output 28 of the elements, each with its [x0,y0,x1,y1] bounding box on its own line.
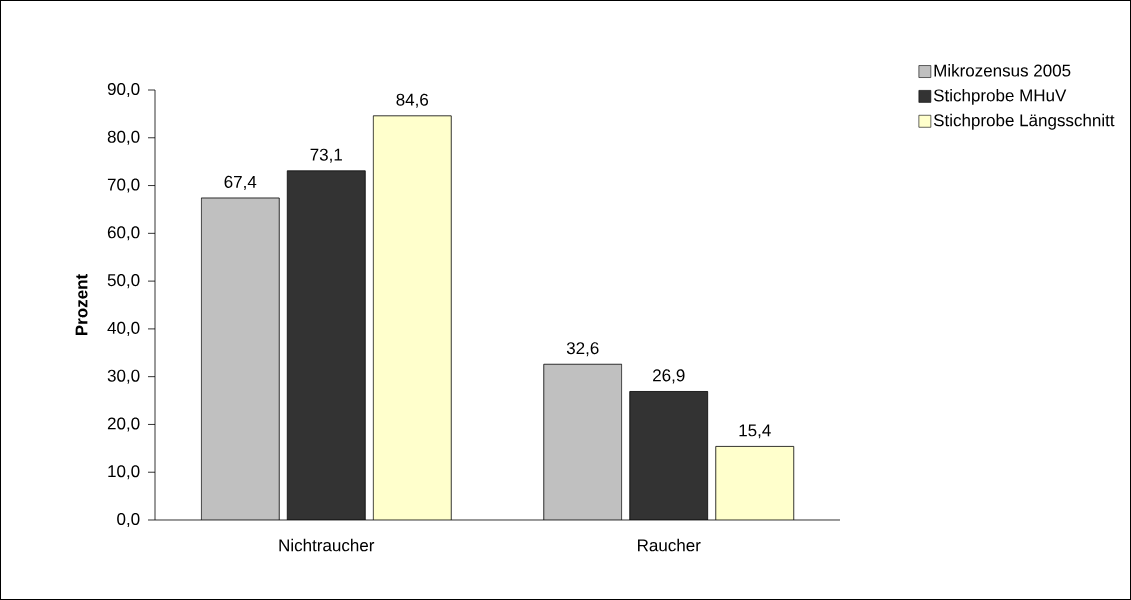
bar [201,197,280,520]
y-tick-label: 0,0 [117,512,140,528]
legend-label: Stichprobe MHuV [933,88,1067,105]
bar [373,115,452,520]
data-label: 73,1 [310,148,342,163]
y-tick-label: 80,0 [107,130,140,145]
y-tick-label: 10,0 [108,465,140,480]
y-tick-label: 60,0 [107,226,140,241]
y-tick-label: 40,0 [107,321,140,336]
y-tick-label: 30,0 [107,369,140,384]
bar [543,363,623,520]
data-label: 84,6 [396,93,429,108]
data-label: 15,4 [739,424,771,439]
bar [715,446,795,520]
legend-label: Stichprobe Längsschnitt [933,113,1115,130]
x-tick-label: Raucher [638,538,701,552]
y-axis-title: Prozent [75,274,88,336]
bar [287,170,366,520]
y-tick-label: 90,0 [107,82,140,98]
data-label: 67,4 [224,175,257,190]
y-tick-label: 20,0 [107,417,140,432]
data-label: 26,9 [653,369,685,384]
y-tick-label: 50,0 [107,274,140,289]
y-tick-label: 70,0 [107,178,140,193]
bar [629,391,709,520]
data-label: 32,6 [566,342,599,357]
x-tick-label: Nichtraucher [279,538,375,552]
legend-label: Mikrozensus 2005 [934,64,1071,77]
